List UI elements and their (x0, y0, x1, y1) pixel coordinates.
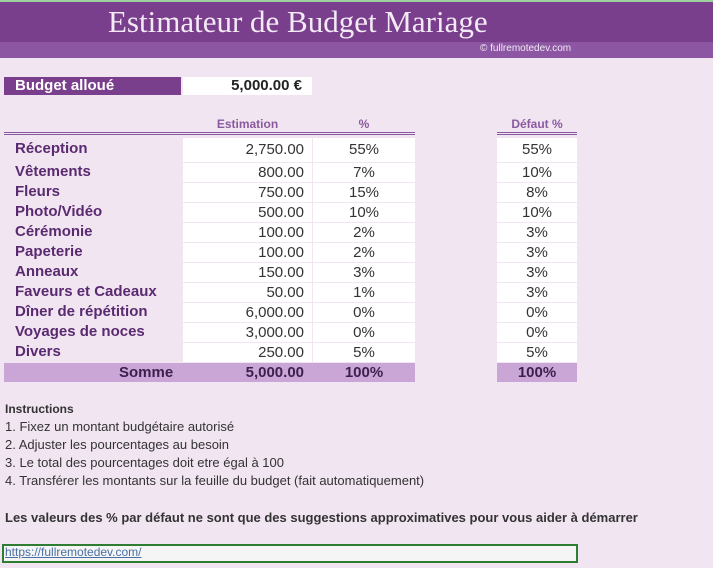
selected-cell[interactable] (2, 544, 578, 563)
percent-cell[interactable]: 15% (313, 183, 415, 202)
default-percent-cell[interactable]: 5% (497, 343, 577, 362)
title-bar (0, 2, 713, 42)
default-percent-cell[interactable]: 10% (497, 163, 577, 182)
default-percent-cell[interactable]: 3% (497, 283, 577, 302)
row-label[interactable]: Fleurs (15, 183, 61, 200)
sum-percent[interactable]: 100% (344, 364, 384, 381)
row-label[interactable]: Papeterie (15, 243, 83, 260)
instructions-title: Instructions (5, 402, 74, 416)
header-underline-2 (4, 134, 415, 135)
row-label[interactable]: Vêtements (15, 163, 91, 180)
row-label[interactable]: Divers (15, 343, 61, 360)
estimation-cell[interactable]: 500.00 (183, 203, 312, 222)
estimation-cell[interactable]: 2,750.00 (183, 138, 312, 162)
sum-row-bar (4, 363, 415, 382)
estimation-cell[interactable]: 6,000.00 (183, 303, 312, 322)
row-label[interactable]: Voyages de noces (15, 323, 145, 340)
instruction-item: 3. Le total des pourcentages doit etre é… (5, 455, 284, 470)
header-default-percent[interactable]: Défaut % (511, 117, 563, 131)
row-label[interactable]: Anneaux (15, 263, 79, 280)
estimation-cell[interactable]: 800.00 (183, 163, 312, 182)
percent-cell[interactable]: 7% (313, 163, 415, 182)
percent-cell[interactable]: 0% (313, 323, 415, 342)
header-underline (4, 132, 415, 133)
row-label[interactable]: Cérémonie (15, 223, 93, 240)
estimation-cell[interactable]: 3,000.00 (183, 323, 312, 342)
sheet-top-border (0, 0, 713, 2)
instruction-item: 1. Fixez un montant budgétaire autorisé (5, 419, 235, 434)
estimation-cell[interactable]: 250.00 (183, 343, 312, 362)
percent-cell[interactable]: 3% (313, 263, 415, 282)
default-percent-cell[interactable]: 0% (497, 303, 577, 322)
percent-cell[interactable]: 55% (313, 138, 415, 162)
percent-cell[interactable]: 2% (313, 223, 415, 242)
default-percent-cell[interactable]: 3% (497, 223, 577, 242)
sum-estimation[interactable]: 5,000.00 (245, 364, 304, 381)
percent-cell[interactable]: 2% (313, 243, 415, 262)
percent-cell[interactable]: 10% (313, 203, 415, 222)
default-header-underline (497, 132, 577, 133)
default-header-underline-2 (497, 134, 577, 135)
instruction-item: 2. Adjuster les pourcentages au besoin (5, 437, 230, 452)
estimation-cell[interactable]: 100.00 (183, 223, 312, 242)
subtitle-bar (0, 42, 713, 58)
default-percent-cell[interactable]: 8% (497, 183, 577, 202)
estimation-cell[interactable]: 100.00 (183, 243, 312, 262)
budget-value-cell[interactable]: 5,000.00 € (183, 77, 312, 95)
percent-cell[interactable]: 0% (313, 303, 415, 322)
page-title[interactable]: Estimateur de Budget Mariage (108, 4, 488, 39)
row-label[interactable]: Faveurs et Cadeaux (15, 283, 157, 300)
default-percent-cell[interactable]: 3% (497, 243, 577, 262)
estimation-cell[interactable]: 150.00 (183, 263, 312, 282)
default-percent-cell[interactable]: 3% (497, 263, 577, 282)
sum-label: Somme (119, 364, 174, 381)
default-percent-cell[interactable]: 0% (497, 323, 577, 342)
default-percent-cell[interactable]: 55% (497, 138, 577, 162)
instruction-item: 4. Transférer les montants sur la feuill… (5, 473, 425, 488)
header-percent[interactable]: % (358, 117, 370, 131)
header-estimation[interactable]: Estimation (216, 117, 279, 131)
sum-default-percent[interactable]: 100% (517, 364, 557, 381)
percent-cell[interactable]: 5% (313, 343, 415, 362)
row-label[interactable]: Dîner de répétition (15, 303, 148, 320)
sum-default-bar (497, 363, 577, 382)
credit-text[interactable]: © fullremotedev.com (480, 43, 572, 54)
default-percent-cell[interactable]: 10% (497, 203, 577, 222)
budget-label[interactable]: Budget alloué (4, 77, 181, 95)
row-label[interactable]: Réception (15, 140, 88, 157)
estimation-cell[interactable]: 50.00 (183, 283, 312, 302)
estimation-cell[interactable]: 750.00 (183, 183, 312, 202)
row-label[interactable]: Photo/Vidéo (15, 203, 103, 220)
default-values-note: Les valeurs des % par défaut ne sont que… (5, 510, 638, 525)
website-link[interactable]: https://fullremotedev.com/ (5, 545, 142, 559)
percent-cell[interactable]: 1% (313, 283, 415, 302)
